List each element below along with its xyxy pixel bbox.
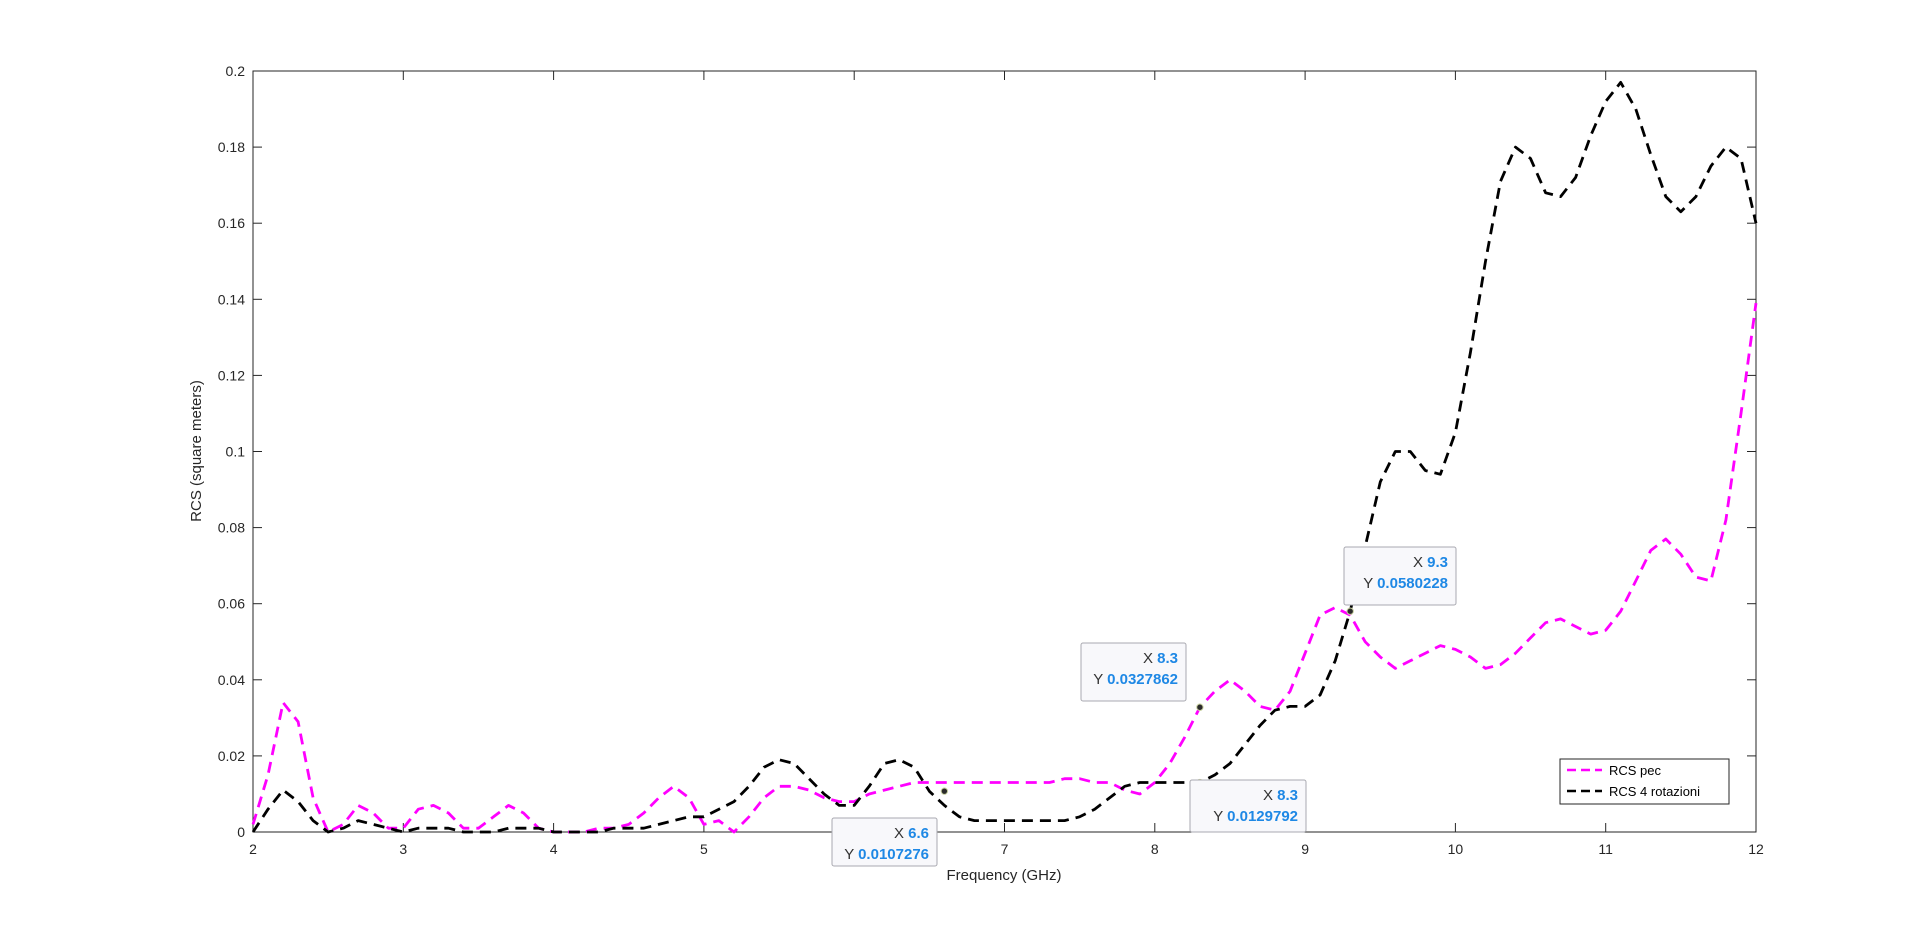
datatip-box	[1343, 546, 1457, 606]
x-tick-label: 8	[1151, 841, 1159, 857]
x-tick-label: 9	[1301, 841, 1309, 857]
datatip-x: X 8.3	[1263, 787, 1298, 804]
datatip-y-key: Y	[1213, 808, 1227, 825]
datatip-x-value: 8.3	[1277, 787, 1298, 804]
x-tick-label: 4	[550, 841, 558, 857]
x-tick-label: 10	[1448, 841, 1464, 857]
datatip-marker[interactable]	[940, 787, 949, 795]
datatip-x-value: 9.3	[1427, 554, 1448, 571]
series-lines	[251, 81, 1758, 834]
legend-box	[1559, 758, 1730, 805]
datatip[interactable]: X 8.3 Y 0.0327862	[1080, 642, 1204, 711]
datatip-y: Y 0.0327862	[1093, 671, 1178, 688]
x-tick-label: 11	[1598, 841, 1613, 857]
y-axis-label: RCS (square meters)	[188, 380, 205, 522]
datatip-marker[interactable]	[1196, 703, 1204, 711]
datatip-x: X 9.3	[1413, 554, 1448, 571]
datatip-marker[interactable]	[1346, 607, 1354, 615]
datatip-box	[1189, 779, 1307, 833]
datatip-y: Y 0.0580228	[1363, 575, 1448, 592]
data-tips: X 6.6 Y 0.0107276 X 8.3 Y 0.0327862 X 8.3 Y 0…	[831, 546, 1457, 867]
y-tick-label: 0.12	[218, 367, 245, 383]
datatip-y: Y 0.0107276	[844, 846, 929, 863]
y-tick-label: 0.02	[218, 748, 245, 764]
y-tick-label: 0.06	[218, 596, 245, 612]
y-tick-label: 0.16	[218, 215, 245, 231]
datatip-x-key: X	[1413, 554, 1427, 571]
datatip-x-key: X	[894, 825, 908, 842]
datatip-y-key: Y	[1363, 575, 1377, 592]
datatip-x-key: X	[1263, 787, 1277, 804]
datatip-x-value: 8.3	[1157, 650, 1178, 667]
plot-area	[252, 70, 1757, 833]
datatip-y-value: 0.0129792	[1227, 808, 1298, 825]
datatip-x: X 8.3	[1143, 650, 1178, 667]
datatip[interactable]: X 8.3 Y 0.0129792	[1189, 778, 1307, 833]
datatip-y-value: 0.0327862	[1107, 671, 1178, 688]
datatip-x: X 6.6	[894, 825, 929, 842]
series-line-rcs-4-rotazioni	[251, 81, 1758, 834]
legend: RCS pec RCS 4 rotazioni	[1559, 758, 1730, 805]
y-tick-label: 0	[237, 824, 245, 840]
x-tick-label: 5	[700, 841, 708, 857]
y-axis-ticks: 0 0.02 0.04 0.06 0.08 0.1 0.12 0.14 0.16 0.18 0.2	[218, 63, 1756, 840]
x-tick-label: 12	[1748, 841, 1764, 857]
datatip-y: Y 0.0129792	[1213, 808, 1298, 825]
y-tick-label: 0.2	[226, 63, 246, 79]
y-tick-label: 0.18	[218, 139, 245, 155]
y-tick-label: 0.1	[226, 444, 246, 460]
datatip[interactable]: X 9.3 Y 0.0580228	[1343, 546, 1457, 615]
datatip-y-value: 0.0107276	[858, 846, 929, 863]
y-tick-label: 0.04	[218, 672, 245, 688]
x-axis-label: Frequency (GHz)	[946, 867, 1061, 884]
datatip-y-key: Y	[844, 846, 858, 863]
x-tick-label: 2	[249, 841, 257, 857]
datatip-x-value: 6.6	[908, 825, 929, 842]
legend-label-rcs-pec: RCS pec	[1609, 763, 1662, 778]
y-tick-label: 0.08	[218, 520, 245, 536]
datatip-x-key: X	[1143, 650, 1157, 667]
datatip-y-key: Y	[1093, 671, 1107, 688]
x-tick-label: 3	[399, 841, 407, 857]
datatip-box	[831, 817, 938, 867]
datatip-box	[1080, 642, 1187, 702]
legend-label-rcs-4-rotazioni: RCS 4 rotazioni	[1609, 784, 1700, 799]
datatip[interactable]: X 6.6 Y 0.0107276	[831, 787, 949, 867]
y-tick-label: 0.14	[218, 291, 245, 307]
x-tick-label: 7	[1001, 841, 1009, 857]
series-line-rcs-pec	[251, 302, 1758, 834]
datatip-y-value: 0.0580228	[1377, 575, 1448, 592]
